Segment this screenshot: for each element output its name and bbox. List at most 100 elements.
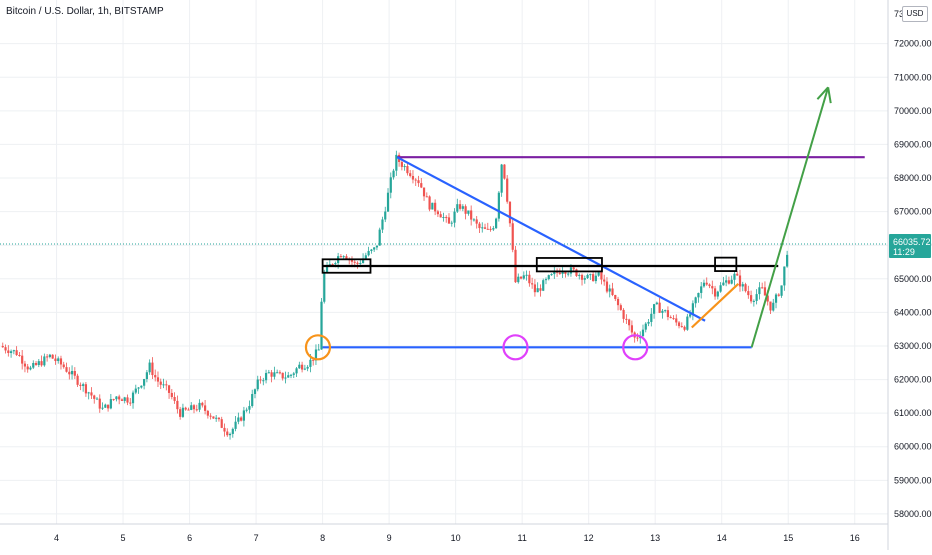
candle-body [572,267,575,270]
candle-body [342,256,345,258]
candle-body [345,256,348,260]
candle-body [711,286,714,289]
candle-body [442,217,445,219]
candle-body [203,405,207,411]
candle-body [586,274,589,279]
candle-body [273,372,276,377]
candle-body [314,349,318,361]
price-tick-label: 69000.00 [894,139,932,149]
price-axis[interactable]: 58000.00 59000.00 60000.00 61000.00 62000.00… [887,0,932,550]
candle-body [450,222,453,224]
descending-trendline-line [396,156,706,322]
candle-body [253,389,257,395]
currency-badge[interactable]: USD [902,6,928,22]
candle-body [201,402,204,406]
candle-body [361,258,365,264]
candle-body [226,431,229,436]
drawings [304,86,865,361]
time-tick-label: 14 [717,533,727,543]
candle-body [251,394,254,407]
candle-body [497,192,500,219]
candle-body [614,294,617,299]
candle-body [583,278,586,280]
candle-body [126,397,129,403]
candle-body [453,211,456,223]
candle-body [713,288,717,297]
candle-body [630,325,634,333]
candle-body [700,286,703,293]
candle-body [162,384,165,386]
candle-body [98,398,101,409]
candle-body [57,358,60,362]
candle-body [669,317,672,319]
candle-body [220,419,223,428]
candle-body [148,362,151,373]
candle-body [101,407,104,409]
candle-body [483,227,487,229]
candle-body [281,372,284,379]
candle-body [511,223,514,250]
candle-body [400,161,403,167]
candle-body [59,358,63,365]
candle-body [752,300,755,302]
candle-body [727,280,731,284]
candle-body [375,245,379,248]
candle-body [370,249,373,251]
candle-body [475,219,478,224]
consolidation-box [321,258,372,274]
candle-body [406,166,409,174]
candle-body [364,255,367,259]
candle-body [112,399,115,401]
circle-magenta-marker [502,334,529,361]
candle-body [508,201,512,224]
candle-body [7,350,10,354]
candle-body [625,318,628,320]
candle-body [79,384,82,386]
candle-body [242,410,245,421]
time-axis[interactable]: 4 5 6 7 8 9 10 11 12 13 14 15 16 [0,523,888,543]
candle-body [519,276,523,279]
candle-body [48,354,51,358]
candle-body [167,385,171,393]
candle-body [774,294,778,303]
candle-body [323,272,326,302]
candle-body [154,375,157,378]
candle-body [594,275,597,282]
candle-body [758,287,761,295]
candle-body [589,274,592,276]
candle-body [772,302,775,311]
price-tick-label: 71000.00 [894,72,932,82]
candle-body [15,350,18,356]
candle-body [492,228,495,230]
candle-body [783,266,786,286]
candle-body [43,356,46,366]
candle-body [54,358,57,362]
candle-body [738,275,742,287]
candle-body [567,273,570,275]
candle-body [495,218,498,229]
candle-body [190,405,193,410]
candle-body [730,279,733,284]
candle-body [73,370,76,376]
candle-body [123,397,126,401]
candle-body [564,272,567,274]
candle-body [786,254,789,267]
candle-body [691,303,694,315]
time-tick-label: 13 [650,533,660,543]
candle-body [403,166,406,168]
candle-body [414,179,417,181]
candle-body [744,284,747,292]
candle-body [245,409,248,411]
candle-body [702,282,706,287]
candle-body [192,405,196,410]
price-tick-label: 61000.00 [894,408,932,418]
candle-body [237,417,240,422]
candle-body [611,288,614,295]
candle-body [447,217,451,224]
candle-body [528,274,531,284]
candle-body [209,415,212,417]
time-tick-label: 11 [517,533,526,543]
candle-body [386,192,390,212]
candle-body [287,375,290,378]
